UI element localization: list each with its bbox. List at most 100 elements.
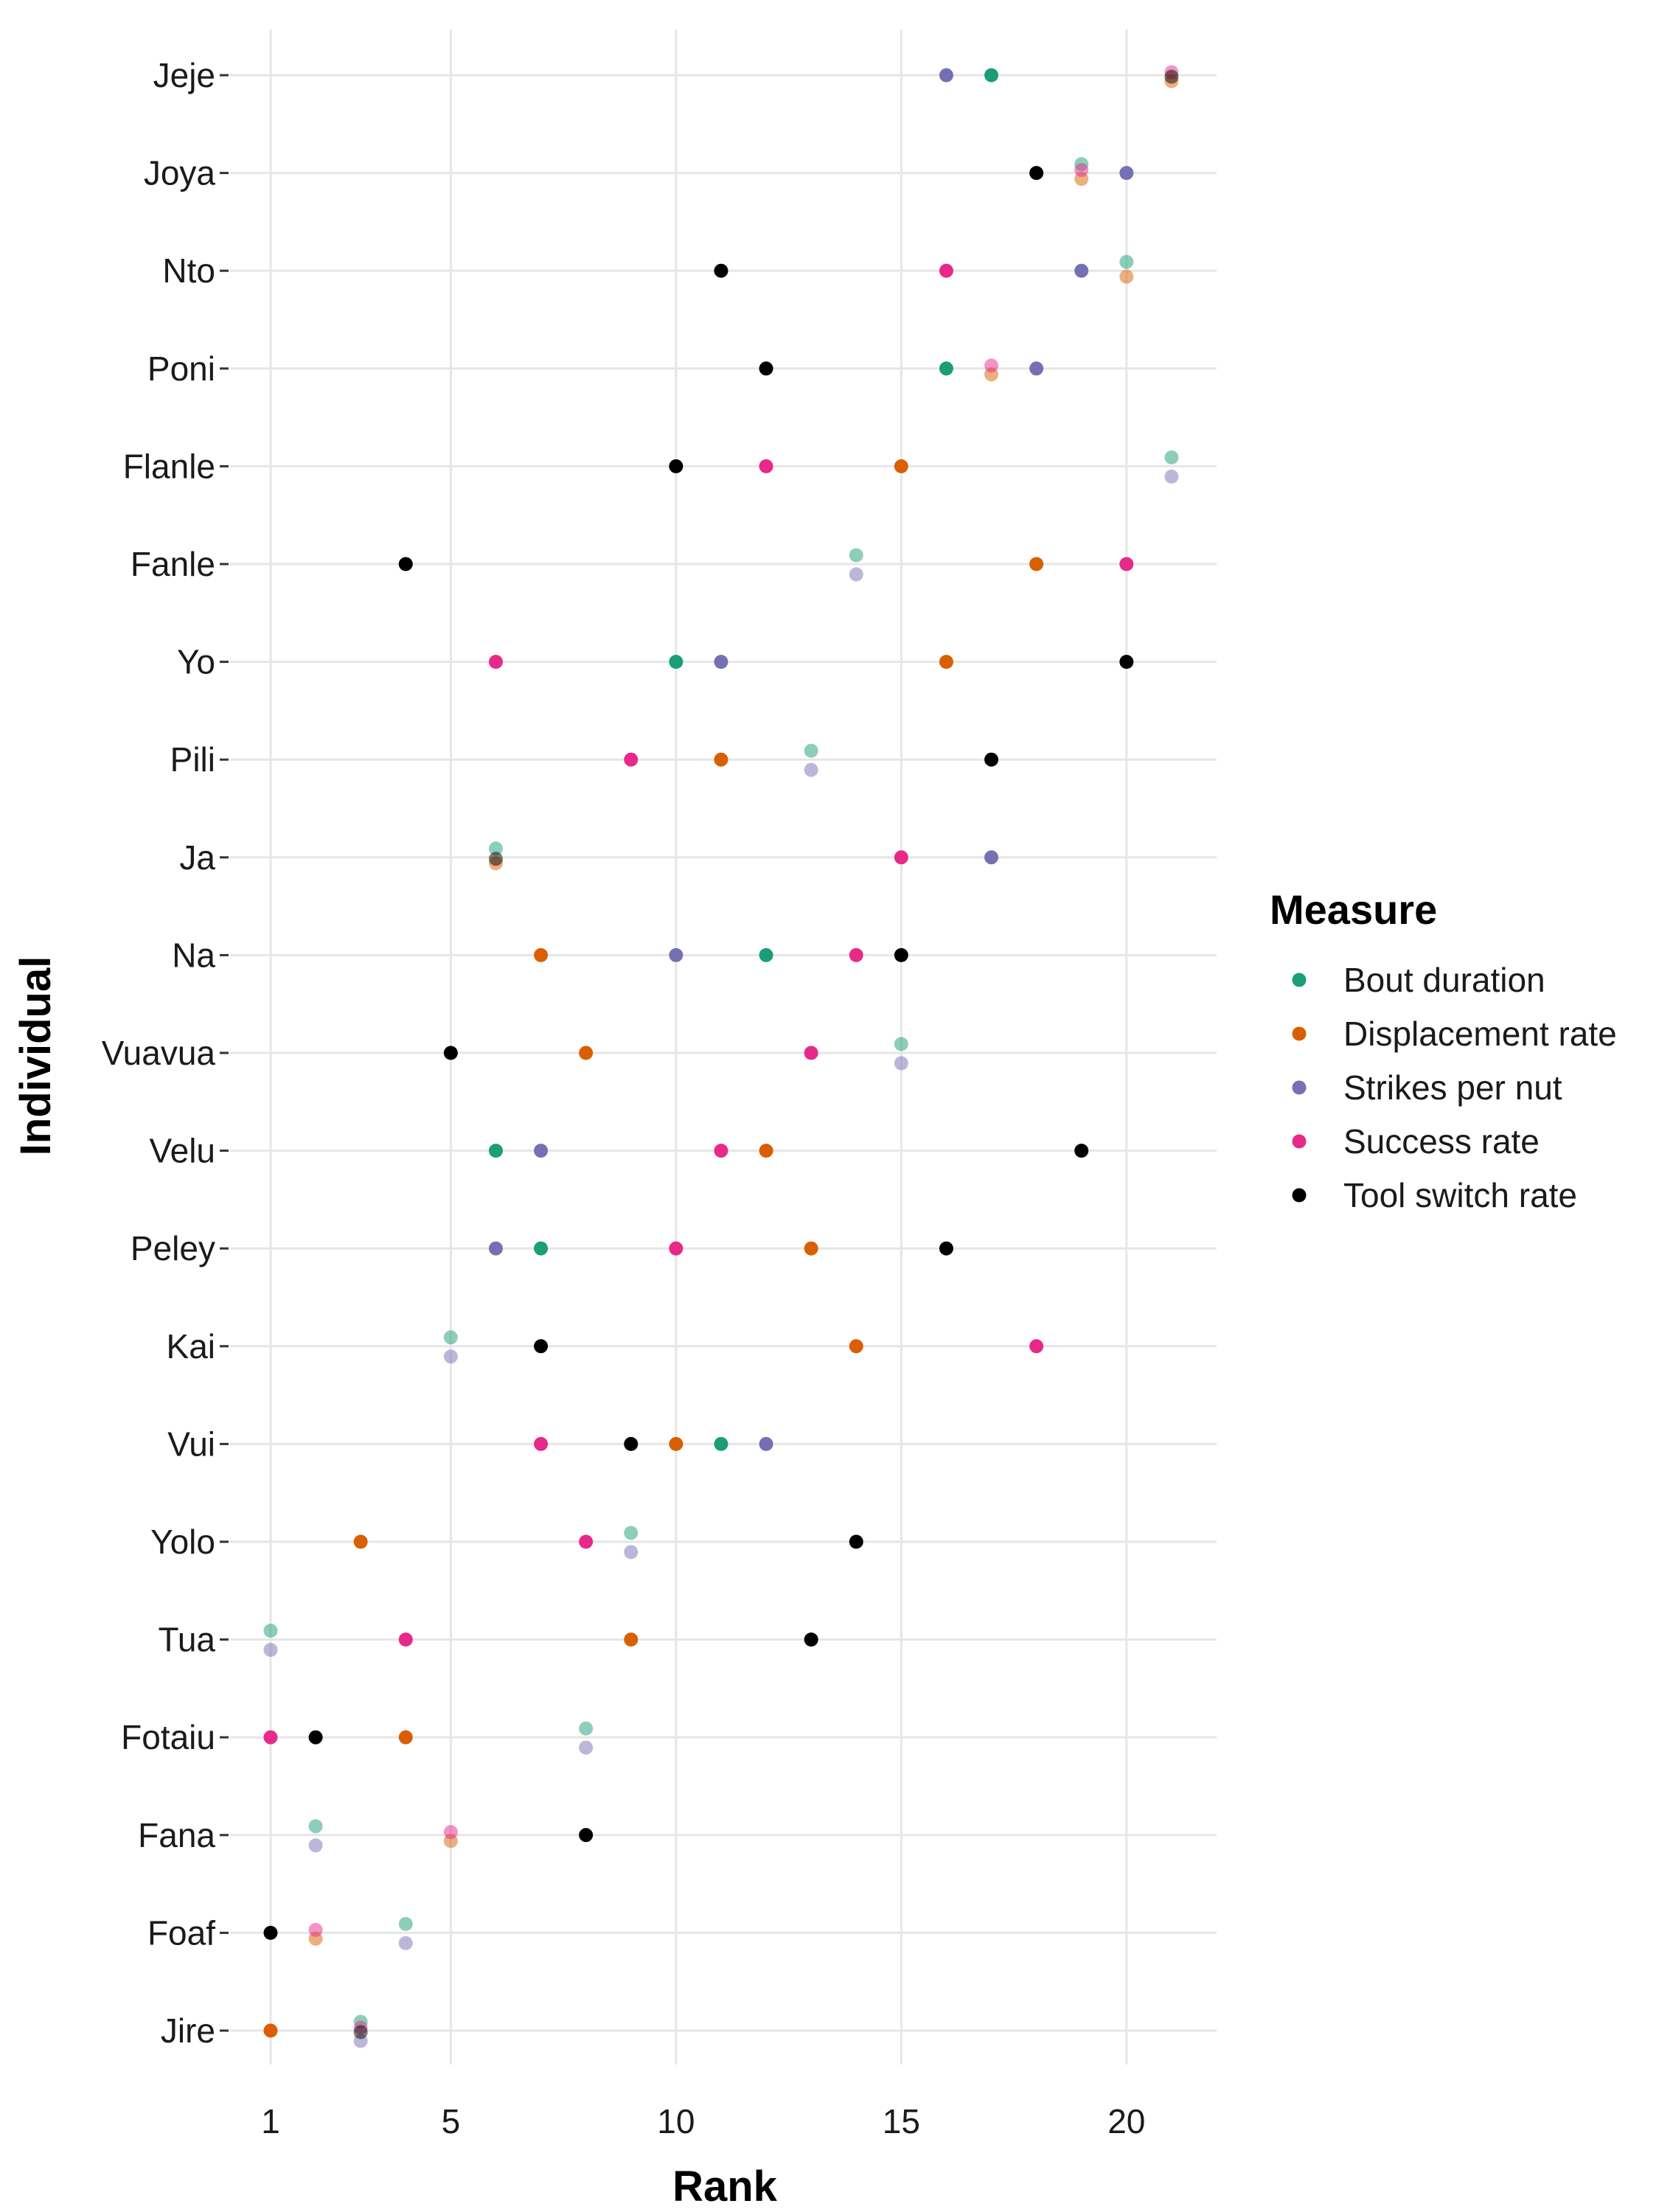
- point-bout-duration-nto: [1119, 254, 1134, 269]
- point-tool-switch-rate-fanle: [398, 557, 413, 571]
- point-bout-duration-peley: [534, 1241, 549, 1256]
- point-success-rate-fana: [443, 1825, 458, 1840]
- horizontal-gridlines: [230, 74, 1217, 2032]
- point-tool-switch-rate-fotaiu: [308, 1730, 323, 1745]
- point-tool-switch-rate-foaf: [263, 1925, 278, 1940]
- point-displacement-rate-kai: [849, 1339, 863, 1354]
- y-tick-label: Flanle: [123, 447, 215, 485]
- point-strikes-per-nut-ja: [984, 850, 999, 865]
- point-success-rate-kai: [1029, 1339, 1044, 1354]
- legend-key-success-rate: [1292, 1134, 1307, 1149]
- point-bout-duration-poni: [939, 361, 953, 376]
- point-strikes-per-nut-fotaiu: [579, 1740, 594, 1755]
- point-displacement-rate-fanle: [1029, 557, 1044, 571]
- point-strikes-per-nut-vui: [759, 1436, 773, 1451]
- point-bout-duration-fana: [308, 1819, 323, 1834]
- point-bout-duration-fanle: [849, 548, 863, 563]
- point-success-rate-peley: [669, 1241, 684, 1256]
- point-tool-switch-rate-jeje: [1164, 69, 1179, 84]
- legend-label: Success rate: [1343, 1122, 1540, 1161]
- legend-label: Tool switch rate: [1343, 1176, 1577, 1214]
- point-tool-switch-rate-pili: [984, 752, 999, 767]
- point-strikes-per-nut-fana: [308, 1838, 323, 1853]
- point-bout-duration-yolo: [624, 1526, 639, 1540]
- point-tool-switch-rate-poni: [759, 361, 773, 376]
- point-success-rate-foaf: [308, 1922, 323, 1937]
- legend-key-bout-duration: [1292, 973, 1307, 987]
- point-success-rate-joya: [1074, 163, 1089, 178]
- point-displacement-rate-jire: [263, 2023, 278, 2038]
- point-strikes-per-nut-fanle: [849, 567, 863, 582]
- x-tick-label: 20: [1107, 2102, 1145, 2140]
- y-tick-label: Fanle: [131, 545, 215, 583]
- point-tool-switch-rate-ja: [488, 852, 503, 866]
- legend-key-strikes-per-nut: [1292, 1080, 1307, 1095]
- x-tick-label: 10: [657, 2102, 695, 2140]
- x-tick-label: 5: [442, 2102, 461, 2140]
- point-bout-duration-yo: [669, 655, 684, 669]
- point-tool-switch-rate-tua: [804, 1632, 818, 1647]
- y-tick-label: Poni: [147, 349, 215, 388]
- point-tool-switch-rate-joya: [1029, 166, 1044, 181]
- y-tick-label: Ja: [179, 838, 215, 877]
- point-tool-switch-rate-velu: [1074, 1144, 1089, 1158]
- point-bout-duration-ja: [488, 841, 503, 856]
- point-displacement-rate-peley: [804, 1241, 818, 1256]
- y-tick-label: Fotaiu: [121, 1718, 215, 1756]
- point-bout-duration-jeje: [984, 68, 999, 83]
- point-tool-switch-rate-jire: [353, 2025, 368, 2039]
- point-bout-duration-pili: [804, 743, 818, 758]
- y-tick-label: Yolo: [150, 1523, 215, 1561]
- point-bout-duration-tua: [263, 1624, 278, 1638]
- point-strikes-per-nut-kai: [443, 1349, 458, 1364]
- point-tool-switch-rate-nto: [714, 263, 728, 278]
- legend: Measure Bout duration Displacement rate St…: [1270, 886, 1617, 1214]
- point-displacement-rate-yo: [939, 655, 953, 669]
- point-success-rate-fotaiu: [263, 1730, 278, 1745]
- point-bout-duration-vuavua: [894, 1037, 908, 1051]
- data-points: [263, 65, 1179, 2048]
- point-strikes-per-nut-poni: [1029, 361, 1044, 376]
- y-axis-title: Individual: [12, 956, 60, 1156]
- y-tick-label: Peley: [131, 1229, 215, 1267]
- point-tool-switch-rate-na: [894, 947, 908, 962]
- legend-label: Displacement rate: [1343, 1015, 1617, 1053]
- point-strikes-per-nut-nto: [1074, 263, 1089, 278]
- x-axis-title: Rank: [672, 2163, 778, 2211]
- y-tick-label: Na: [172, 936, 215, 974]
- point-displacement-rate-velu: [759, 1144, 773, 1158]
- point-displacement-rate-flanle: [894, 459, 908, 473]
- point-bout-duration-velu: [488, 1144, 503, 1158]
- point-strikes-per-nut-peley: [488, 1241, 503, 1256]
- point-displacement-rate-nto: [1119, 269, 1134, 284]
- point-success-rate-fanle: [1119, 557, 1134, 571]
- y-tick-label: Vuavua: [102, 1034, 216, 1072]
- point-bout-duration-vui: [714, 1436, 728, 1451]
- point-strikes-per-nut-joya: [1119, 166, 1134, 181]
- y-tick-label: Nto: [162, 251, 215, 290]
- point-bout-duration-kai: [443, 1330, 458, 1345]
- point-success-rate-vuavua: [804, 1046, 818, 1060]
- x-tick-label: 1: [261, 2102, 280, 2140]
- legend-items: Bout duration Displacement rate Strikes pe…: [1292, 961, 1617, 1214]
- y-tick-label: Tua: [158, 1621, 215, 1659]
- point-strikes-per-nut-velu: [534, 1144, 549, 1158]
- point-bout-duration-fotaiu: [579, 1721, 594, 1736]
- x-tick-label: 15: [883, 2102, 920, 2140]
- point-tool-switch-rate-vui: [624, 1436, 639, 1451]
- y-axis-ticks: [220, 74, 229, 2032]
- y-tick-label: Pili: [170, 740, 215, 779]
- point-success-rate-flanle: [759, 459, 773, 473]
- x-axis-tick-labels: 1 5 10 15 20: [261, 2102, 1145, 2140]
- point-displacement-rate-na: [534, 947, 549, 962]
- y-tick-label: Vui: [167, 1425, 215, 1463]
- y-tick-label: Jeje: [153, 56, 215, 94]
- point-success-rate-poni: [984, 358, 999, 373]
- point-success-rate-yolo: [579, 1534, 594, 1549]
- point-tool-switch-rate-fana: [579, 1828, 594, 1843]
- point-displacement-rate-fotaiu: [398, 1730, 413, 1745]
- point-strikes-per-nut-yo: [714, 655, 728, 669]
- point-strikes-per-nut-na: [669, 947, 684, 962]
- point-success-rate-yo: [488, 655, 503, 669]
- point-displacement-rate-pili: [714, 752, 728, 767]
